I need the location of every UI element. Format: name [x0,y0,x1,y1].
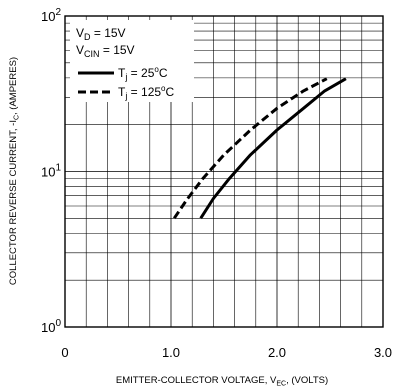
legend-background [70,20,194,102]
series-line-125c [172,77,328,220]
legend: VD = 15V VCIN = 15V Tj = 25oC Tj = 125oC [70,20,194,102]
plot-frame [64,15,384,328]
condition-vd: VD = 15V [76,26,126,42]
y-tick-labels: 100 101 102 [41,7,61,335]
legend-label-125c: Tj = 125oC [118,84,175,101]
series-line-25c [199,77,347,220]
y-tick-label: 102 [41,7,61,24]
x-axis-title: EMITTER-COLLECTOR VOLTAGE, VEC, (VOLTS) [116,375,328,387]
curves [172,77,347,220]
condition-vcin: VCIN = 15V [76,43,135,59]
x-tick-label: 0 [61,345,68,360]
y-tick-label: 101 [41,163,61,180]
x-tick-label: 3.0 [374,345,392,360]
x-tick-label: 2.0 [268,345,286,360]
y-axis-title: COLLECTOR REVERSE CURRENT, -IC, (AMPERES… [8,57,21,285]
legend-label-25c: Tj = 25oC [118,65,168,82]
x-tick-label: 1.0 [162,345,180,360]
y-tick-label: 100 [41,318,61,335]
x-tick-labels: 0 1.0 2.0 3.0 [61,345,392,360]
